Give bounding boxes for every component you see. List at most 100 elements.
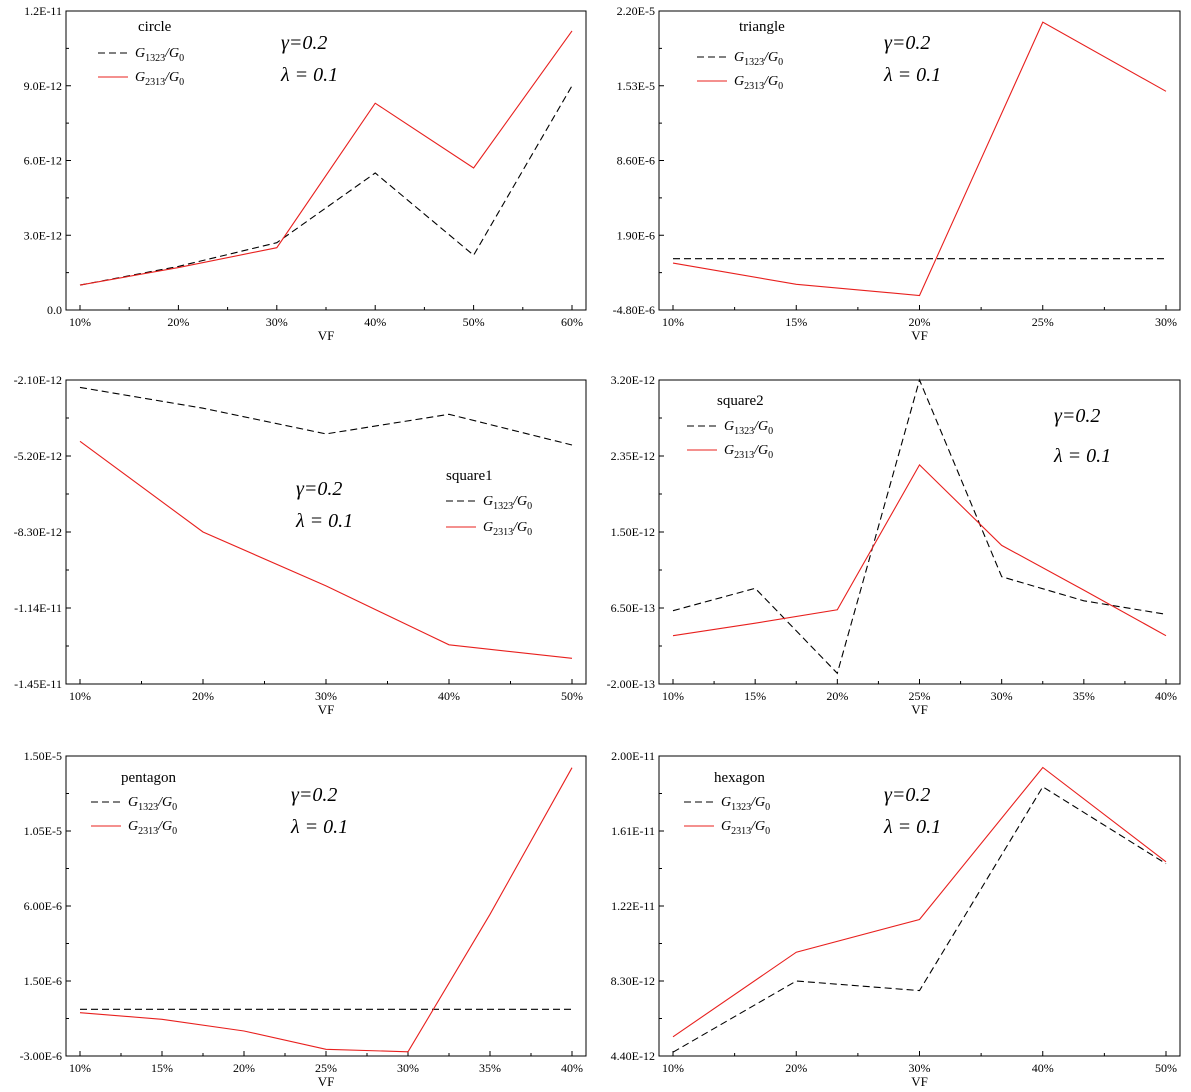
x-axis-label: VF: [911, 702, 928, 717]
x-tick-label: 10%: [662, 1061, 684, 1075]
legend-entry-g2313: G2313/G0: [721, 819, 770, 837]
y-tick-label: 6.50E-13: [611, 601, 655, 615]
panel-title: hexagon: [714, 770, 765, 786]
x-tick-label: 60%: [561, 315, 583, 329]
y-tick-label: 8.30E-12: [611, 974, 655, 988]
y-tick-label: 2.35E-12: [611, 449, 655, 463]
y-tick-label: -8.30E-12: [14, 525, 62, 539]
x-tick-label: 20%: [785, 1061, 807, 1075]
chart-panel-pentagon: -3.00E-6 1.50E-6 6.00E-6 1.05E-5 1.50E-5 10% 1…: [20, 749, 587, 1089]
param-annotation: λ = 0.1: [295, 510, 353, 532]
y-tick-label: 1.53E-5: [617, 79, 655, 93]
x-tick-label: 30%: [1155, 315, 1177, 329]
series-line-g2313: [672, 464, 1167, 637]
y-tick-label: 1.90E-6: [617, 228, 655, 242]
legend-entry-g2313: G2313/G0: [135, 70, 184, 88]
legend-entry-g2313: G2313/G0: [724, 443, 773, 461]
y-tick-label: 9.0E-12: [24, 79, 62, 93]
x-axis-label: VF: [318, 328, 335, 343]
param-annotation: λ = 0.1: [280, 64, 338, 86]
x-axis-label: VF: [318, 1074, 335, 1089]
legend-entry-g1323: G1323/G0: [135, 46, 184, 64]
legend-entry-g1323: G1323/G0: [721, 795, 770, 813]
y-tick-label: 0.0: [47, 303, 62, 317]
x-tick-label: 10%: [662, 689, 684, 703]
param-annotation: γ=0.2: [291, 784, 337, 806]
y-tick-label: 6.00E-6: [24, 899, 62, 913]
legend-entry-g1323: G1323/G0: [128, 795, 177, 813]
series-line-g1323: [79, 85, 573, 286]
x-axis-label: VF: [911, 328, 928, 343]
legend-entry-g2313: G2313/G0: [128, 819, 177, 837]
y-tick-label: -5.20E-12: [14, 449, 62, 463]
legend-entry-g1323: G1323/G0: [483, 494, 532, 512]
x-tick-label: 30%: [315, 689, 337, 703]
series-line-g2313: [672, 766, 1167, 1038]
x-tick-label: 20%: [909, 315, 931, 329]
x-tick-label: 40%: [1155, 689, 1177, 703]
y-tick-label: -4.80E-6: [613, 303, 655, 317]
x-tick-label: 20%: [192, 689, 214, 703]
y-tick-label: 1.61E-11: [611, 824, 655, 838]
x-tick-label: 15%: [151, 1061, 173, 1075]
y-tick-label: -2.00E-13: [607, 677, 655, 691]
x-axis-label: VF: [911, 1074, 928, 1089]
legend-entry-g2313: G2313/G0: [483, 520, 532, 538]
param-annotation: γ=0.2: [281, 32, 327, 54]
x-tick-label: 40%: [364, 315, 386, 329]
x-tick-label: 25%: [315, 1061, 337, 1075]
series-line-g2313: [79, 30, 573, 286]
y-tick-label: 1.2E-11: [24, 4, 62, 18]
legend-entry-g1323: G1323/G0: [734, 50, 783, 68]
x-tick-label: 30%: [397, 1061, 419, 1075]
y-tick-label: 4.40E-12: [611, 1049, 655, 1063]
param-annotation: γ=0.2: [296, 478, 342, 500]
x-tick-label: 10%: [69, 1061, 91, 1075]
panel-title: pentagon: [121, 770, 176, 786]
x-tick-label: 50%: [463, 315, 485, 329]
y-tick-label: 3.0E-12: [24, 228, 62, 242]
x-tick-label: 10%: [662, 315, 684, 329]
x-tick-label: 30%: [909, 1061, 931, 1075]
panel-title: triangle: [739, 19, 785, 35]
y-tick-label: -1.14E-11: [14, 601, 62, 615]
series-line-g2313: [79, 440, 573, 659]
y-tick-label: 2.20E-5: [617, 4, 655, 18]
x-tick-label: 25%: [909, 689, 931, 703]
series-line-g2313: [672, 21, 1167, 297]
x-tick-label: 40%: [561, 1061, 583, 1075]
x-tick-label: 35%: [1073, 689, 1095, 703]
legend-entry-g2313: G2313/G0: [734, 74, 783, 92]
x-tick-label: 20%: [233, 1061, 255, 1075]
param-annotation: γ=0.2: [884, 32, 930, 54]
param-annotation: λ = 0.1: [290, 816, 348, 838]
y-tick-label: 1.50E-5: [24, 749, 62, 763]
x-tick-label: 20%: [826, 689, 848, 703]
x-tick-label: 10%: [69, 689, 91, 703]
panel-title: circle: [138, 19, 172, 35]
param-annotation: λ = 0.1: [883, 64, 941, 86]
y-tick-label: 1.50E-12: [611, 525, 655, 539]
chart-panel-hexagon: 4.40E-12 8.30E-12 1.22E-11 1.61E-11 2.00E-11…: [611, 749, 1181, 1089]
x-tick-label: 50%: [561, 689, 583, 703]
chart-panel-square1: -1.45E-11 -1.14E-11 -8.30E-12 -5.20E-12 -2.1…: [14, 373, 587, 717]
x-tick-label: 40%: [1032, 1061, 1054, 1075]
x-tick-label: 10%: [69, 315, 91, 329]
chart-panel-square2: -2.00E-13 6.50E-13 1.50E-12 2.35E-12 3.20E-1…: [607, 373, 1181, 717]
x-tick-label: 40%: [438, 689, 460, 703]
series-line-g2313: [79, 767, 573, 1053]
series-line-g1323: [672, 786, 1167, 1053]
x-tick-label: 15%: [744, 689, 766, 703]
x-tick-label: 25%: [1032, 315, 1054, 329]
param-annotation: λ = 0.1: [1053, 445, 1111, 467]
chart-panel-triangle: -4.80E-6 1.90E-6 8.60E-6 1.53E-5 2.20E-5 10% 1…: [613, 4, 1181, 343]
x-axis-label: VF: [318, 702, 335, 717]
chart-panel-circle: 0.0 3.0E-12 6.0E-12 9.0E-12 1.2E-11 10% 20% 30%…: [24, 4, 587, 343]
panel-title: square2: [717, 393, 764, 409]
x-tick-label: 15%: [785, 315, 807, 329]
y-tick-label: 8.60E-6: [617, 154, 655, 168]
y-tick-label: 1.05E-5: [24, 824, 62, 838]
y-tick-label: 1.22E-11: [611, 899, 655, 913]
y-tick-label: 6.0E-12: [24, 154, 62, 168]
y-tick-label: 1.50E-6: [24, 974, 62, 988]
